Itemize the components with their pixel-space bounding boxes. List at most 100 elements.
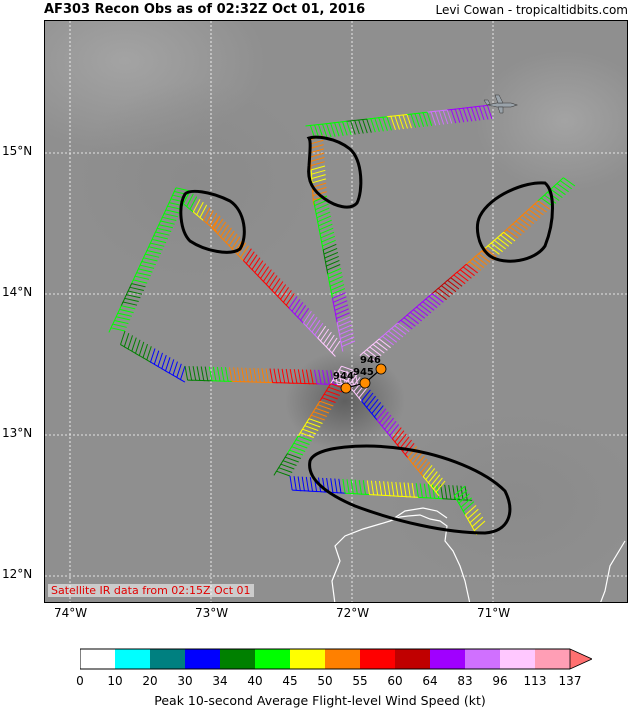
wind-barb-icon (415, 455, 425, 468)
wind-barb-icon (358, 386, 369, 399)
wind-barb-icon (251, 257, 261, 270)
wind-barb-icon (308, 418, 323, 424)
wind-barb-icon (484, 247, 497, 258)
wind-barb-icon (120, 330, 126, 345)
wind-barb-icon (206, 210, 214, 224)
wind-barb-icon (326, 370, 330, 385)
map-canvas: 946 945 944 (45, 21, 627, 602)
wind-barb-icon (342, 478, 346, 494)
wind-barb-icon (314, 369, 318, 384)
wind-barb-icon (416, 306, 429, 317)
title: AF303 Recon Obs as of 02:32Z Oct 01, 201… (44, 2, 366, 17)
wind-barb-icon (310, 161, 325, 167)
lon-label-71: 71°W (477, 606, 511, 620)
wind-barb-icon (434, 111, 441, 126)
colorbar-tick-label: 113 (523, 674, 547, 688)
wind-barb-icon (350, 479, 354, 494)
wind-barb-icon (559, 180, 573, 190)
wind-barb-icon (273, 368, 278, 383)
wind-barb-icon (453, 274, 466, 285)
wind-barb-icon (280, 287, 290, 300)
colorbar-segment (325, 649, 360, 669)
wind-barb-icon (334, 376, 349, 382)
wind-barb-icon (354, 479, 358, 494)
wind-barb-icon (309, 139, 324, 145)
wind-barb-icon (334, 478, 338, 493)
wind-barb-icon (431, 484, 436, 499)
wind-barb-icon (425, 468, 436, 480)
wind-barb-icon (525, 211, 538, 222)
wind-barb-icon (465, 263, 479, 274)
wind-barb-icon (392, 427, 402, 440)
wind-barb-icon (220, 224, 230, 238)
wind-barb-flag (186, 206, 191, 211)
wind-barb-icon (366, 118, 372, 133)
wind-barb-icon (330, 284, 345, 291)
wind-barb-flag (537, 197, 542, 202)
wind-barb-flag (435, 491, 440, 497)
wind-barb-icon (460, 485, 464, 500)
feature-contours (179, 135, 554, 535)
wind-barb-icon (384, 417, 394, 430)
wind-barb-icon (237, 367, 241, 382)
wind-barb-icon (391, 327, 404, 338)
wind-barb-icon (427, 483, 432, 499)
wind-barb-icon (150, 242, 165, 247)
wind-barb-icon (411, 482, 415, 498)
colorbar (80, 648, 592, 670)
wind-barb-icon (294, 302, 304, 315)
wind-barb-icon (127, 335, 133, 350)
wind-barb-icon (117, 312, 132, 317)
wind-barb-icon (403, 317, 416, 327)
wind-barb-icon (240, 245, 250, 258)
wind-barb-icon (467, 508, 479, 520)
wind-barb-icon (386, 116, 392, 131)
wind-barb-icon (345, 370, 356, 383)
wind-barb-icon (310, 369, 314, 384)
wind-barb-icon (314, 322, 324, 336)
wind-barb-icon (370, 480, 375, 495)
wind-barb-icon (462, 108, 469, 122)
colorbar-tick-label: 50 (317, 674, 333, 688)
wind-barb-icon (325, 334, 335, 348)
wind-barb-icon (338, 324, 353, 331)
wind-barb-icon (297, 305, 307, 318)
lat-label-15: 15°N (2, 144, 33, 158)
map[interactable]: 946 945 944 (44, 20, 628, 603)
wind-barb-icon (361, 389, 371, 402)
wind-barb-icon (375, 480, 379, 496)
wind-barb-icon (487, 245, 500, 255)
wind-barb-icon (430, 474, 441, 487)
wind-barb-icon (528, 209, 541, 219)
wind-barb-icon (374, 118, 380, 132)
wind-barb-icon (304, 425, 319, 431)
wind-barb-icon (241, 367, 245, 382)
wind-barb-icon (389, 424, 400, 436)
wind-barb-icon (403, 482, 407, 497)
wind-barb-icon (326, 264, 341, 271)
wind-barb-icon (161, 354, 167, 369)
wind-barb-icon (318, 219, 332, 227)
wind-barb-icon (282, 290, 292, 303)
wind-barb-icon (425, 298, 438, 309)
wind-barb-icon (366, 395, 376, 408)
lon-label-72: 72°W (336, 606, 370, 620)
wind-barb-icon (447, 279, 460, 290)
wind-barb-icon (268, 275, 278, 288)
wind-barb-flag (305, 124, 311, 127)
colorbar-tick-label: 0 (76, 674, 84, 688)
wind-barb-icon (274, 281, 284, 294)
wind-barb-icon (136, 272, 151, 277)
wind-barb-icon (419, 483, 423, 498)
colorbar-outline (80, 648, 570, 670)
wind-barb-icon (277, 284, 287, 297)
wind-barb-icon (399, 482, 403, 497)
wind-barb-icon (509, 226, 522, 236)
wind-barb-icon (202, 207, 211, 221)
wind-barb-icon (138, 268, 153, 273)
wind-barb-icon (328, 337, 338, 351)
wind-barb-icon (321, 397, 336, 403)
wind-barb-icon (320, 231, 335, 239)
wind-barb-icon (450, 277, 463, 287)
wind-barb-icon (208, 366, 213, 381)
